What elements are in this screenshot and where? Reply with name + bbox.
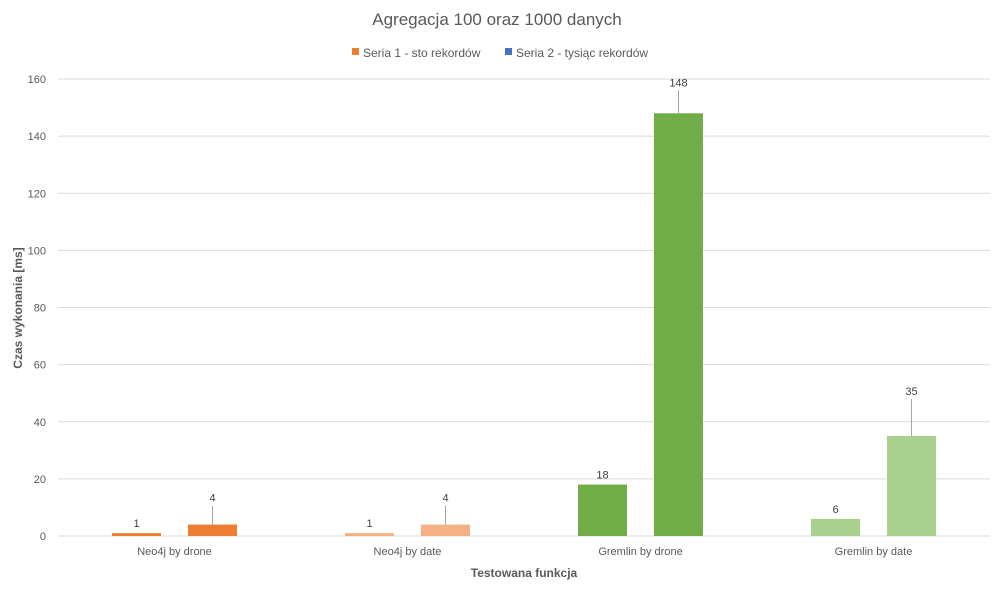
legend-label-series-1: Seria 1 - sto rekordów bbox=[363, 46, 481, 60]
legend-label-series-2: Seria 2 - tysiąc rekordów bbox=[516, 46, 648, 60]
legend: Seria 1 - sto rekordów Seria 2 - tysiąc … bbox=[352, 46, 648, 60]
bar-s2-c2 bbox=[421, 524, 470, 536]
bar-s2-c4 bbox=[887, 436, 936, 536]
gridlines bbox=[58, 78, 990, 537]
y-tick-label-80: 80 bbox=[34, 303, 46, 315]
x-axis-title: Testowana funkcja bbox=[471, 566, 578, 580]
y-axis-tick-labels: 0 20 40 60 80 100 120 140 160 bbox=[28, 74, 46, 543]
data-label-s1-c2: 1 bbox=[366, 518, 372, 530]
data-labels: 1 4 1 4 18 148 6 35 bbox=[133, 77, 917, 530]
bar-s1-c4 bbox=[811, 518, 860, 536]
bar-s1-c2 bbox=[345, 533, 394, 536]
data-label-s2-c3: 148 bbox=[669, 77, 687, 89]
data-label-s1-c4: 6 bbox=[832, 504, 838, 516]
y-tick-label-20: 20 bbox=[34, 474, 46, 486]
bar-s1-c3 bbox=[578, 484, 627, 536]
y-tick-label-100: 100 bbox=[28, 245, 46, 257]
x-axis-tick-labels: Neo4j by drone Neo4j by date Gremlin by dr… bbox=[137, 546, 912, 558]
y-tick-label-160: 160 bbox=[28, 74, 46, 86]
data-label-leader-lines bbox=[212, 90, 912, 525]
y-tick-label-140: 140 bbox=[28, 131, 46, 143]
x-tick-label-1: Neo4j by drone bbox=[137, 546, 212, 558]
bar-s2-c1 bbox=[188, 524, 237, 536]
data-label-s1-c3: 18 bbox=[596, 470, 608, 482]
y-tick-label-0: 0 bbox=[40, 531, 46, 543]
y-tick-label-40: 40 bbox=[34, 417, 46, 429]
x-tick-label-4: Gremlin by date bbox=[835, 546, 913, 558]
bar-s1-c1 bbox=[112, 533, 161, 536]
data-label-s1-c1: 1 bbox=[133, 518, 139, 530]
bars bbox=[112, 113, 936, 537]
y-axis-title: Czas wykonania [ms] bbox=[11, 247, 25, 368]
data-label-s2-c2: 4 bbox=[442, 493, 448, 505]
legend-swatch-series-2 bbox=[505, 48, 512, 55]
bar-s2-c3 bbox=[654, 113, 703, 537]
x-tick-label-3: Gremlin by drone bbox=[598, 546, 682, 558]
y-tick-label-60: 60 bbox=[34, 360, 46, 372]
data-label-s2-c1: 4 bbox=[209, 493, 215, 505]
x-tick-label-2: Neo4j by date bbox=[374, 546, 442, 558]
y-tick-label-120: 120 bbox=[28, 188, 46, 200]
legend-swatch-series-1 bbox=[352, 48, 359, 55]
data-label-s2-c4: 35 bbox=[905, 386, 917, 398]
chart-title: Agregacja 100 oraz 1000 danych bbox=[372, 10, 622, 29]
